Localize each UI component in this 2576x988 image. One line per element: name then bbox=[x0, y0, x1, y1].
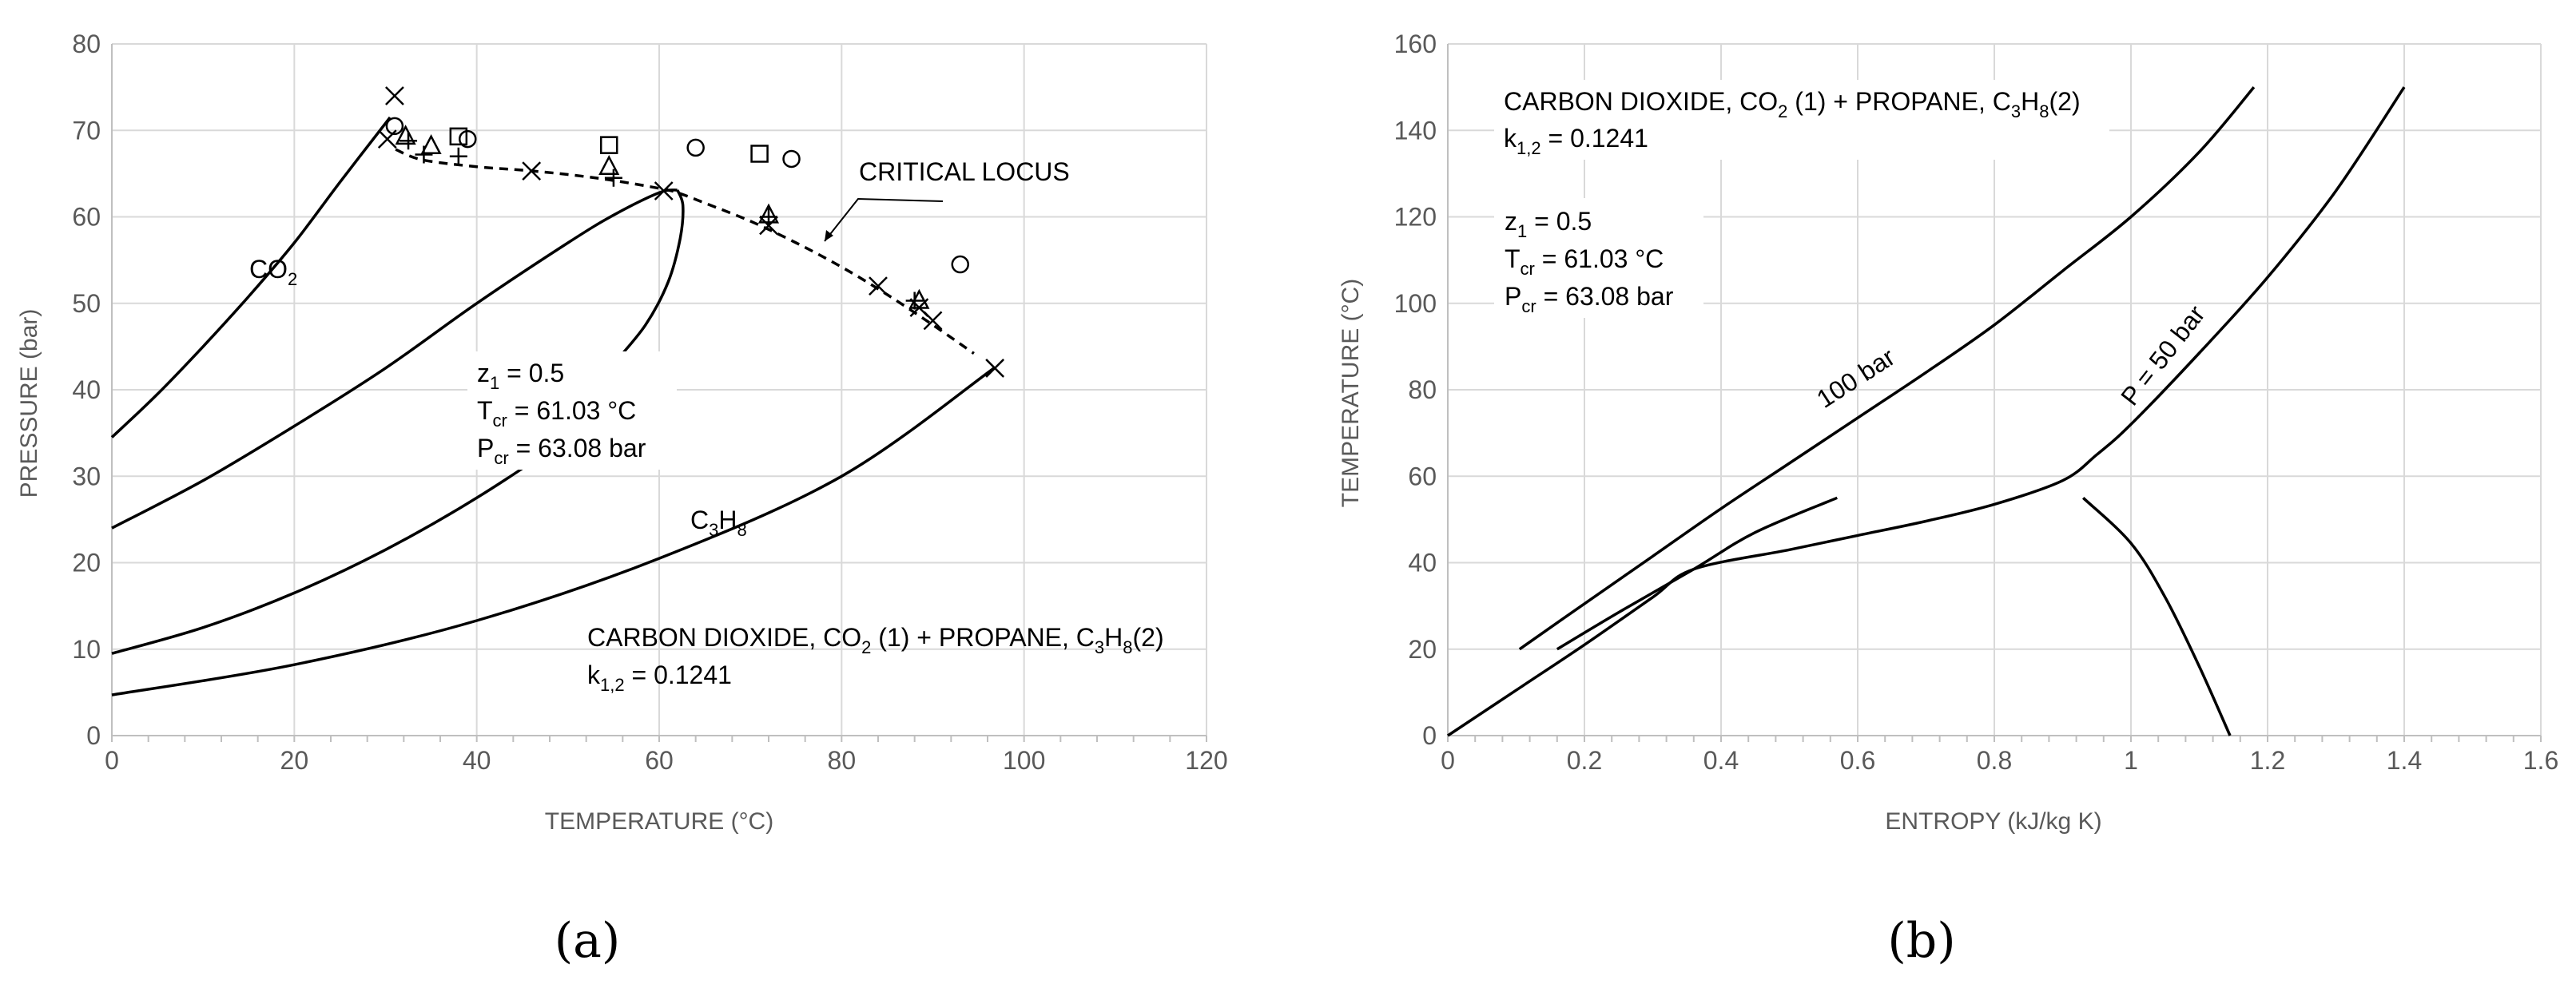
panel-b-x-tick-1-4: 1.4 bbox=[2387, 746, 2422, 775]
panel-b-z1-label: z1 = 0.5 bbox=[1505, 207, 1592, 241]
point-triangle-mark bbox=[757, 203, 780, 224]
point-x-mark bbox=[377, 129, 397, 149]
point-circle-mark bbox=[951, 255, 969, 274]
panel-a-x-tick-80: 80 bbox=[828, 746, 857, 775]
panel-b-y-tick-60: 60 bbox=[1408, 462, 1437, 490]
panel-a-y-tick-50: 50 bbox=[72, 289, 101, 318]
point-circle-mark bbox=[782, 149, 801, 169]
panel-b-x-tick-1-6: 1.6 bbox=[2523, 746, 2558, 775]
panel-b-series-saturation-branch bbox=[2081, 497, 2232, 736]
panel-a-y-tick-80: 80 bbox=[72, 30, 101, 58]
panel-a-x-tick-120: 120 bbox=[1185, 746, 1227, 775]
panel-a-x-tick-20: 20 bbox=[280, 746, 309, 775]
panel-b-y-tick-40: 40 bbox=[1408, 549, 1437, 577]
panel-a-x-axis-label: TEMPERATURE (°C) bbox=[545, 808, 773, 835]
panel-a-system-description: CARBON DIOXIDE, CO2 (1) + PROPANE, C3H8(… bbox=[587, 623, 1164, 657]
point-square-mark bbox=[750, 145, 769, 163]
panel-b-system-box bbox=[1494, 80, 2109, 160]
panel-b-x-axis-label: ENTROPY (kJ/kg K) bbox=[1885, 808, 2101, 835]
panel-b-chart: 0 0.2 0.4 0.6 0.8 1 1.2 1.4 1.6 0 20 40 60 80 100 120 14… bbox=[1338, 30, 2558, 969]
panel-b-isobar-100-label: 100 bar bbox=[1811, 342, 1900, 413]
panel-a-pcr-label: Pcr = 63.08 bar bbox=[477, 434, 646, 468]
panel-b-pcr-label: Pcr = 63.08 bar bbox=[1505, 282, 1674, 316]
panel-a-critical-point-box bbox=[467, 351, 677, 470]
point-x-mark bbox=[869, 276, 888, 296]
panel-a-y-tick-40: 40 bbox=[72, 375, 101, 404]
point-plus-mark bbox=[449, 147, 467, 165]
point-triangle-mark bbox=[598, 155, 620, 175]
point-square-mark bbox=[449, 127, 468, 146]
point-circle-mark bbox=[686, 138, 705, 157]
panel-b-series-p-50-bar-isobar bbox=[1447, 86, 2406, 737]
panel-b-y-tick-100: 100 bbox=[1394, 289, 1437, 318]
panel-b-critical-point-box bbox=[1494, 198, 1703, 318]
panel-a-y-tick-10: 10 bbox=[72, 635, 101, 664]
panel-a-critical-locus-label: CRITICAL LOCUS bbox=[859, 157, 1070, 186]
panel-b-x-tick-1: 1 bbox=[2124, 746, 2138, 775]
panel-a-series-co2-vapor-pressure bbox=[110, 116, 392, 438]
panel-a-c3h8-curve-label: C3H8 bbox=[690, 506, 747, 540]
panel-b-tcr-label: Tcr = 61.03 °C bbox=[1505, 244, 1664, 279]
point-x-mark bbox=[985, 359, 1005, 378]
panel-a-label: (a) bbox=[555, 913, 621, 969]
panel-b-y-tick-140: 140 bbox=[1394, 116, 1437, 145]
panel-a-series-z1-0-5-dew bbox=[612, 189, 685, 365]
panel-a-x-tick-40: 40 bbox=[463, 746, 491, 775]
point-x-mark bbox=[654, 181, 674, 200]
panel-b-interaction-parameter: k1,2 = 0.1241 bbox=[1504, 124, 1648, 158]
panel-a-tcr-label: Tcr = 61.03 °C bbox=[477, 396, 636, 431]
panel-b-x-tick-0-4: 0.4 bbox=[1703, 746, 1739, 775]
panel-a-co2-curve-label: CO2 bbox=[249, 255, 297, 289]
panel-b-x-tick-1-2: 1.2 bbox=[2250, 746, 2285, 775]
panel-b-series bbox=[1447, 85, 2406, 737]
point-plus-mark bbox=[604, 169, 622, 187]
panel-b-series-two-phase-dome bbox=[1556, 496, 1838, 651]
panel-a-x-tick-0: 0 bbox=[105, 746, 119, 775]
panel-b-y-axis-label: TEMPERATURE (°C) bbox=[1338, 279, 1364, 507]
panel-b-y-tick-80: 80 bbox=[1408, 375, 1437, 404]
panel-a-x-tick-60: 60 bbox=[645, 746, 674, 775]
point-triangle-mark bbox=[395, 125, 416, 145]
panel-a-y-tick-70: 70 bbox=[72, 116, 101, 145]
panel-a-y-axis-label: PRESSURE (bar) bbox=[16, 309, 42, 498]
point-x-mark bbox=[522, 161, 542, 181]
panel-a-y-tick-60: 60 bbox=[72, 203, 101, 232]
panel-a-critical-locus-leader bbox=[824, 197, 944, 242]
point-x-mark bbox=[923, 311, 943, 331]
panel-b-x-tick-0-2: 0.2 bbox=[1567, 746, 1602, 775]
point-triangle-mark bbox=[908, 288, 930, 309]
panel-a-series-z1-0-5-bubble bbox=[111, 188, 678, 530]
panel-b-x-tick-0-6: 0.6 bbox=[1840, 746, 1875, 775]
panel-b-axes bbox=[1447, 44, 2542, 742]
panel-b-system-description: CARBON DIOXIDE, CO2 (1) + PROPANE, C3H8(… bbox=[1504, 87, 2081, 121]
panel-b-y-tick-160: 160 bbox=[1394, 30, 1437, 58]
point-triangle-mark bbox=[420, 134, 442, 154]
panel-b-y-tick-120: 120 bbox=[1394, 203, 1437, 232]
panel-b-y-tick-0: 0 bbox=[1422, 721, 1437, 750]
panel-a-interaction-parameter: k1,2 = 0.1241 bbox=[587, 661, 732, 695]
panel-a-x-tick-100: 100 bbox=[1003, 746, 1045, 775]
point-x-mark bbox=[385, 86, 404, 105]
panel-a-y-tick-0: 0 bbox=[86, 721, 101, 750]
point-circle-mark bbox=[385, 117, 404, 136]
panel-a-axes bbox=[111, 44, 1207, 742]
panel-b-x-tick-0: 0 bbox=[1441, 746, 1455, 775]
panel-a-y-tick-30: 30 bbox=[72, 462, 101, 490]
panel-a-y-tick-20: 20 bbox=[72, 549, 101, 577]
point-square-mark bbox=[599, 136, 618, 154]
panel-b-x-tick-0-8: 0.8 bbox=[1977, 746, 2012, 775]
panel-a-z1-label: z1 = 0.5 bbox=[477, 359, 564, 393]
panel-a-critical-locus-arrowhead bbox=[825, 230, 833, 241]
panel-a-series-c3h8-vapor-pressure bbox=[111, 367, 996, 696]
panel-a-grid bbox=[112, 43, 1207, 736]
point-circle-mark bbox=[459, 129, 477, 149]
panel-a-chart: 0 20 40 60 80 100 120 0 10 20 30 40 50 60 70 80 TEMPERAT… bbox=[16, 30, 1228, 969]
panel-b-label: (b) bbox=[1887, 913, 1955, 969]
point-plus-mark bbox=[400, 132, 418, 150]
panel-b-y-tick-20: 20 bbox=[1408, 635, 1437, 664]
panel-b-series-100-bar-isobar bbox=[1518, 85, 2256, 651]
panel-a-measured-points bbox=[377, 86, 1005, 378]
